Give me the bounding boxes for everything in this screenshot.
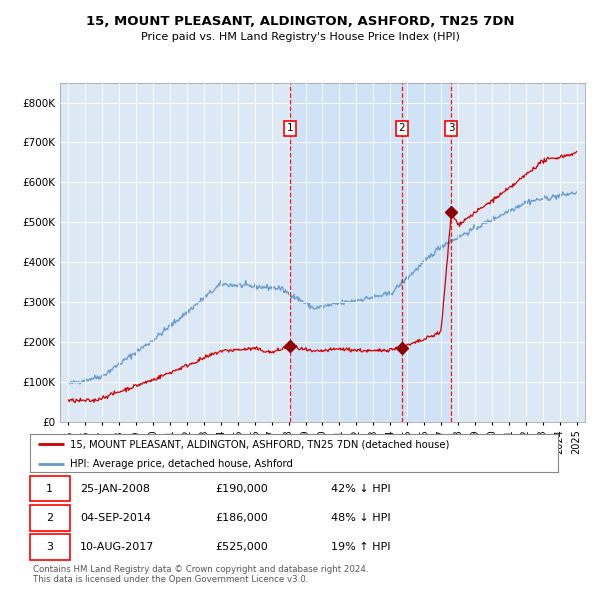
Text: 42% ↓ HPI: 42% ↓ HPI bbox=[331, 484, 391, 494]
Text: 15, MOUNT PLEASANT, ALDINGTON, ASHFORD, TN25 7DN (detached house): 15, MOUNT PLEASANT, ALDINGTON, ASHFORD, … bbox=[70, 439, 449, 449]
Text: 15, MOUNT PLEASANT, ALDINGTON, ASHFORD, TN25 7DN: 15, MOUNT PLEASANT, ALDINGTON, ASHFORD, … bbox=[86, 15, 514, 28]
Text: 3: 3 bbox=[46, 542, 53, 552]
FancyBboxPatch shape bbox=[30, 505, 70, 530]
Text: Price paid vs. HM Land Registry's House Price Index (HPI): Price paid vs. HM Land Registry's House … bbox=[140, 32, 460, 42]
Text: Contains HM Land Registry data © Crown copyright and database right 2024.
This d: Contains HM Land Registry data © Crown c… bbox=[33, 565, 368, 584]
FancyBboxPatch shape bbox=[30, 476, 70, 502]
Text: £525,000: £525,000 bbox=[215, 542, 268, 552]
Text: HPI: Average price, detached house, Ashford: HPI: Average price, detached house, Ashf… bbox=[70, 458, 292, 468]
Text: £190,000: £190,000 bbox=[215, 484, 268, 494]
Text: 1: 1 bbox=[46, 484, 53, 494]
Text: 3: 3 bbox=[448, 123, 455, 133]
Text: 19% ↑ HPI: 19% ↑ HPI bbox=[331, 542, 391, 552]
Text: 10-AUG-2017: 10-AUG-2017 bbox=[80, 542, 155, 552]
Text: 2: 2 bbox=[398, 123, 405, 133]
FancyBboxPatch shape bbox=[30, 534, 70, 560]
Text: 04-SEP-2014: 04-SEP-2014 bbox=[80, 513, 151, 523]
Text: £186,000: £186,000 bbox=[215, 513, 268, 523]
Text: 48% ↓ HPI: 48% ↓ HPI bbox=[331, 513, 391, 523]
Text: 2: 2 bbox=[46, 513, 53, 523]
Bar bbox=[290, 83, 451, 422]
Text: 25-JAN-2008: 25-JAN-2008 bbox=[80, 484, 150, 494]
Text: 1: 1 bbox=[287, 123, 293, 133]
